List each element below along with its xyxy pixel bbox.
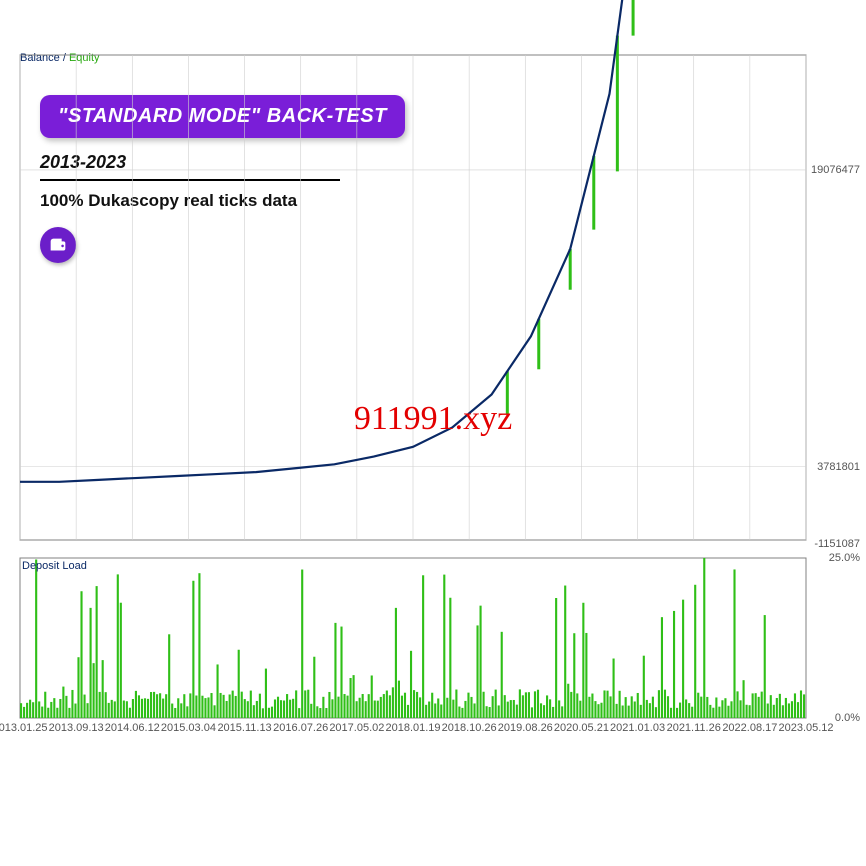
y-tick-label-lower: 25.0% [829, 552, 860, 564]
x-tick-label: 2021.01.03 [610, 722, 665, 734]
y-tick-label: 19076477 [811, 164, 860, 176]
y-tick-label: -1151087 [814, 538, 860, 550]
x-tick-label: 2018.01.19 [385, 722, 440, 734]
x-tick-label: 2014.06.12 [105, 722, 160, 734]
x-tick-label: 2013.01.25 [0, 722, 48, 734]
x-tick-label: 2015.03.04 [161, 722, 216, 734]
page-root: Balance / Equity "STANDARD MODE" BACK-TE… [0, 0, 866, 866]
x-tick-label: 2019.08.26 [498, 722, 553, 734]
x-tick-label: 2023.05.12 [778, 722, 833, 734]
x-tick-label: 2015.11.13 [217, 722, 271, 734]
y-tick-label-lower: 0.0% [835, 712, 860, 724]
lower-panel-label: Deposit Load [22, 560, 87, 572]
x-tick-label: 2017.05.02 [329, 722, 384, 734]
x-tick-label: 2021.11.26 [667, 722, 721, 734]
x-tick-label: 2013.09.13 [49, 722, 104, 734]
x-tick-label: 2020.05.21 [554, 722, 609, 734]
y-tick-label: 3781801 [817, 461, 860, 473]
x-tick-label: 2016.07.26 [273, 722, 328, 734]
watermark-text: 911991.xyz [354, 400, 512, 438]
x-tick-label: 2022.08.17 [722, 722, 777, 734]
x-tick-label: 2018.10.26 [442, 722, 497, 734]
